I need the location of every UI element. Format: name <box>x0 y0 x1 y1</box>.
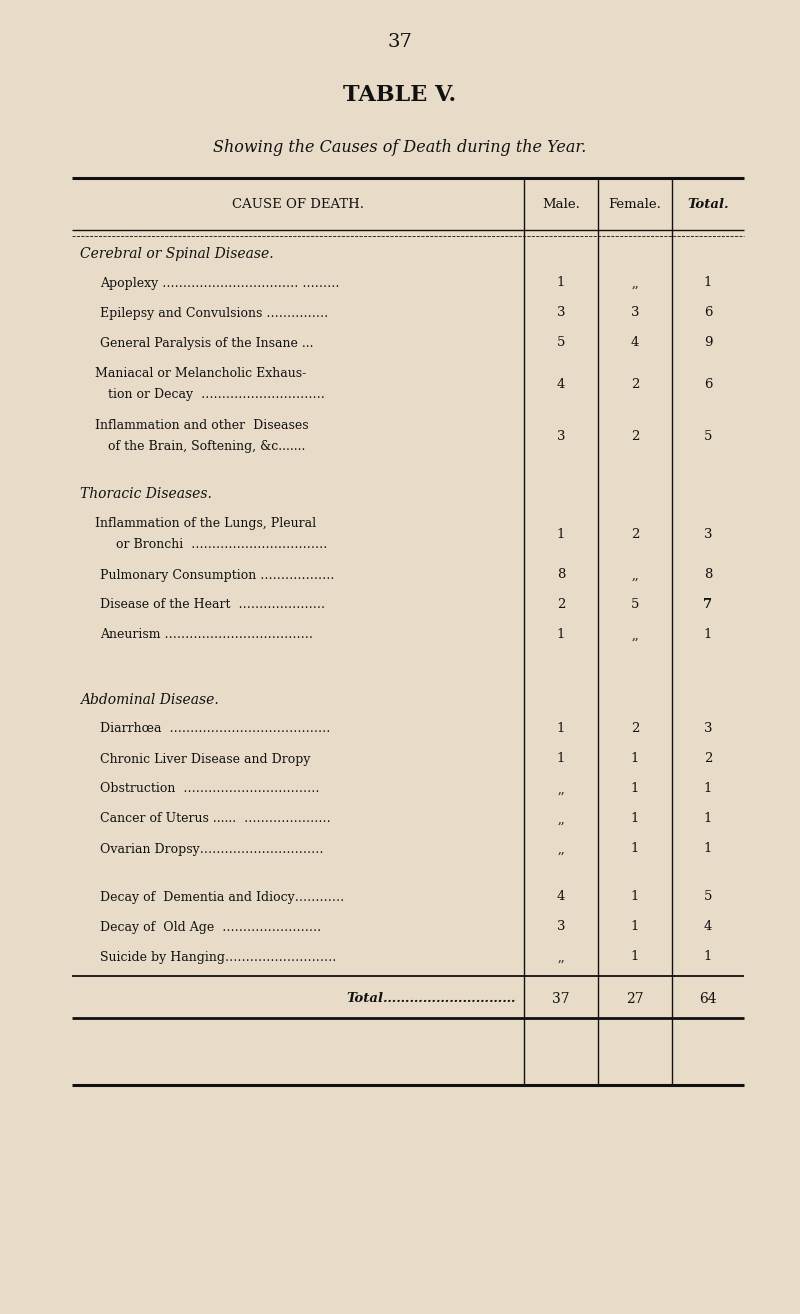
Text: Female.: Female. <box>609 197 662 210</box>
Text: 6: 6 <box>704 306 712 319</box>
Text: 3: 3 <box>704 527 712 540</box>
Text: 2: 2 <box>631 723 639 736</box>
Text: 1: 1 <box>557 723 565 736</box>
Text: Abdominal Disease.: Abdominal Disease. <box>80 692 218 707</box>
Text: 5: 5 <box>704 891 712 904</box>
Text: ,,: ,, <box>557 842 565 855</box>
Text: 1: 1 <box>704 276 712 289</box>
Text: Decay of  Old Age  ……………………: Decay of Old Age …………………… <box>100 921 322 933</box>
Text: Ovarian Dropsy…………………………: Ovarian Dropsy………………………… <box>100 842 323 855</box>
Text: Apoplexy …………………………… ………: Apoplexy …………………………… ……… <box>100 276 339 289</box>
Text: 1: 1 <box>557 628 565 641</box>
Text: ,,: ,, <box>631 628 639 641</box>
Text: Aneurism ………………………………: Aneurism ……………………………… <box>100 628 313 641</box>
Text: TABLE V.: TABLE V. <box>343 84 457 106</box>
Text: 4: 4 <box>557 377 565 390</box>
Text: 1: 1 <box>704 812 712 825</box>
Text: Cancer of Uterus ......  …………………: Cancer of Uterus ...... ………………… <box>100 812 330 825</box>
Text: 4: 4 <box>704 921 712 933</box>
Text: 2: 2 <box>631 377 639 390</box>
Text: 1: 1 <box>631 753 639 766</box>
Text: 8: 8 <box>704 569 712 582</box>
Text: 1: 1 <box>557 276 565 289</box>
Text: 6: 6 <box>704 377 712 390</box>
Text: Inflammation and other  Diseases: Inflammation and other Diseases <box>95 419 309 432</box>
Text: ,,: ,, <box>631 569 639 582</box>
Text: 1: 1 <box>704 842 712 855</box>
Text: Disease of the Heart  …………………: Disease of the Heart ………………… <box>100 598 325 611</box>
Text: Suicide by Hanging………………………: Suicide by Hanging……………………… <box>100 950 336 963</box>
Text: 1: 1 <box>631 783 639 795</box>
Text: of the Brain, Softening, &c.......: of the Brain, Softening, &c....... <box>108 440 306 453</box>
Text: 2: 2 <box>557 598 565 611</box>
Text: ,,: ,, <box>557 783 565 795</box>
Text: Male.: Male. <box>542 197 580 210</box>
Text: 1: 1 <box>704 783 712 795</box>
Text: 9: 9 <box>704 336 712 350</box>
Text: General Paralysis of the Insane ...: General Paralysis of the Insane ... <box>100 336 314 350</box>
Text: 2: 2 <box>704 753 712 766</box>
Text: Decay of  Dementia and Idiocy…………: Decay of Dementia and Idiocy………… <box>100 891 344 904</box>
Text: 5: 5 <box>704 430 712 443</box>
Text: tion or Decay  …………………………: tion or Decay ………………………… <box>108 388 325 401</box>
Text: Inflammation of the Lungs, Pleural: Inflammation of the Lungs, Pleural <box>95 518 316 530</box>
Text: 37: 37 <box>387 33 413 51</box>
Text: Maniacal or Melancholic Exhaus-: Maniacal or Melancholic Exhaus- <box>95 367 306 380</box>
Text: 7: 7 <box>703 598 713 611</box>
Text: 64: 64 <box>699 992 717 1007</box>
Text: 1: 1 <box>631 921 639 933</box>
Text: ,,: ,, <box>557 950 565 963</box>
Text: 4: 4 <box>631 336 639 350</box>
Text: Showing the Causes of Death during the Year.: Showing the Causes of Death during the Y… <box>214 139 586 156</box>
Text: 3: 3 <box>630 306 639 319</box>
Text: 1: 1 <box>631 950 639 963</box>
Text: Pulmonary Consumption ………………: Pulmonary Consumption ……………… <box>100 569 334 582</box>
Text: 3: 3 <box>557 921 566 933</box>
Text: CAUSE OF DEATH.: CAUSE OF DEATH. <box>232 197 364 210</box>
Text: 8: 8 <box>557 569 565 582</box>
Text: Total…………………………: Total………………………… <box>346 992 516 1005</box>
Text: Total.: Total. <box>687 197 729 210</box>
Text: 1: 1 <box>631 812 639 825</box>
Text: 5: 5 <box>631 598 639 611</box>
Text: 1: 1 <box>631 891 639 904</box>
Text: ,,: ,, <box>631 276 639 289</box>
Text: Thoracic Diseases.: Thoracic Diseases. <box>80 487 212 501</box>
Text: 3: 3 <box>557 306 566 319</box>
Text: Cerebral or Spinal Disease.: Cerebral or Spinal Disease. <box>80 247 274 261</box>
Text: 2: 2 <box>631 527 639 540</box>
Text: 1: 1 <box>704 628 712 641</box>
Text: 3: 3 <box>704 723 712 736</box>
Text: 1: 1 <box>557 753 565 766</box>
Text: 5: 5 <box>557 336 565 350</box>
Text: Epilepsy and Convulsions ……………: Epilepsy and Convulsions …………… <box>100 306 328 319</box>
Text: 27: 27 <box>626 992 644 1007</box>
Text: 1: 1 <box>704 950 712 963</box>
Text: Diarrhœa  …………………………………: Diarrhœa ………………………………… <box>100 723 330 736</box>
Text: 4: 4 <box>557 891 565 904</box>
Text: Obstruction  ……………………………: Obstruction …………………………… <box>100 783 319 795</box>
Text: 1: 1 <box>557 527 565 540</box>
Text: ,,: ,, <box>557 812 565 825</box>
Text: 37: 37 <box>552 992 570 1007</box>
Text: 3: 3 <box>557 430 566 443</box>
Text: Chronic Liver Disease and Dropy: Chronic Liver Disease and Dropy <box>100 753 310 766</box>
Text: 2: 2 <box>631 430 639 443</box>
Text: or Bronchi  ……………………………: or Bronchi …………………………… <box>108 537 327 551</box>
Text: 1: 1 <box>631 842 639 855</box>
